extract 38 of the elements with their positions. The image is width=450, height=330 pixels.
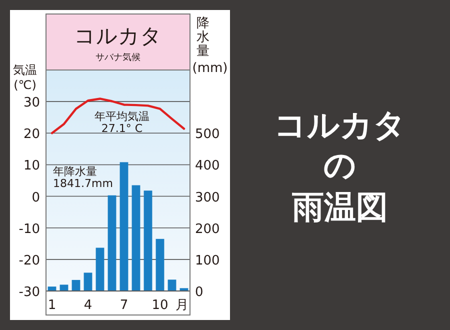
x-tick-label: 10 <box>152 298 168 313</box>
y2-tick-label: 500 <box>195 127 220 142</box>
x-tick-label: 4 <box>84 298 92 313</box>
y-tick-label: -10 <box>18 222 40 237</box>
text: 雨温図 <box>291 188 388 226</box>
text: コルカタ <box>274 106 406 144</box>
bar <box>156 238 164 291</box>
y-tick-label: -30 <box>18 285 40 300</box>
bar <box>60 284 68 291</box>
chart-subtitle: サバナ気候 <box>96 52 140 63</box>
y-tick-label: -20 <box>18 253 40 268</box>
bar <box>108 195 116 291</box>
y2-tick-label: 0 <box>195 285 204 300</box>
bar <box>72 280 80 291</box>
bar <box>84 272 92 291</box>
y2-tick-label: 300 <box>195 190 220 206</box>
y-tick-label: 30 <box>23 96 40 111</box>
bar <box>96 248 104 291</box>
annotation: 年降水量 1841.7mm <box>53 165 113 190</box>
line-series <box>50 98 186 134</box>
y-tick-label: 0 <box>32 190 40 206</box>
bar <box>120 162 128 291</box>
y-axis-title: 気温 (℃) <box>13 63 37 92</box>
bar <box>132 185 140 291</box>
y-tick-label: 20 <box>23 127 40 142</box>
annotation: 年平均気温 27.1° C <box>94 110 150 135</box>
y2-tick-label: 100 <box>195 253 220 268</box>
y2-tick-label: 400 <box>195 158 220 174</box>
chart-title: コルカタ <box>74 24 162 48</box>
x-tick-label: 7 <box>120 298 128 313</box>
y-tick-label: 10 <box>23 158 40 174</box>
bar <box>144 190 152 291</box>
y2-axis-title: 降水量 (mm) <box>192 16 228 76</box>
bar <box>168 280 176 291</box>
y2-tick-label: 200 <box>195 222 220 237</box>
text: の <box>324 146 356 184</box>
x-tick-label: 1 <box>48 298 56 313</box>
x-axis-title: 月 <box>176 298 188 313</box>
